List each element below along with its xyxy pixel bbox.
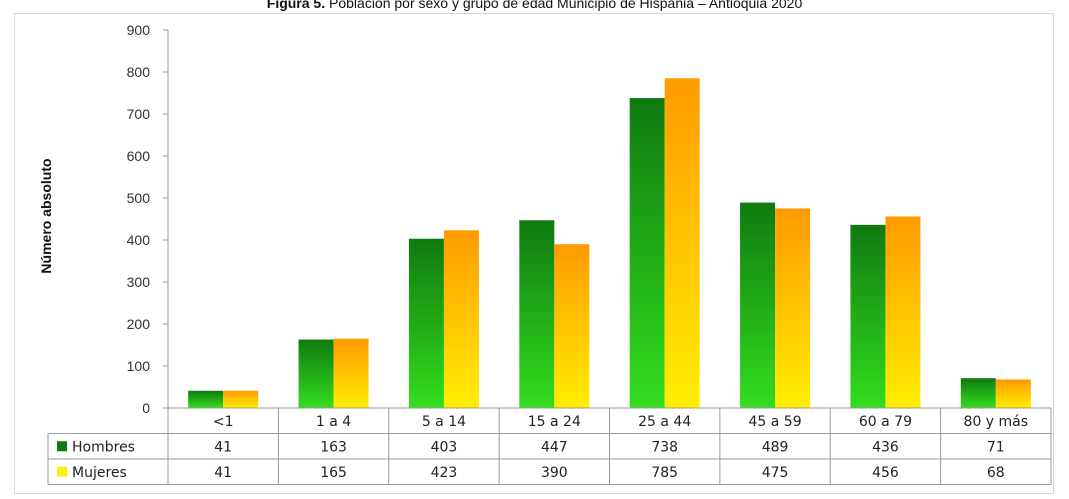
- data-label: 68: [987, 465, 1005, 481]
- bars: [188, 78, 1031, 409]
- y-tick-label: 700: [127, 106, 151, 122]
- bar-hombres-4: [629, 98, 665, 408]
- data-label: 390: [541, 465, 568, 481]
- data-label: 403: [431, 439, 458, 455]
- bar-mujeres-7: [995, 379, 1031, 408]
- data-table: <1 1 a 4 5 a 14 15 a 24 25 a 44 45 a 59 60 a 7…: [47, 407, 1052, 485]
- x-tick-label: 45 a 59: [749, 414, 802, 430]
- bar-mujeres-4: [664, 78, 700, 409]
- data-label: 738: [651, 439, 678, 455]
- y-tick-label: 500: [127, 190, 151, 206]
- data-label: 71: [987, 439, 1005, 455]
- y-tick-label: 100: [127, 358, 151, 374]
- chart-caption: Figura 5. Población por sexo y grupo de …: [0, 0, 1069, 11]
- legend-label-hombres: Hombres: [72, 439, 135, 455]
- bar-mujeres-1: [333, 338, 369, 408]
- x-tick-label: 1 a 4: [316, 414, 351, 430]
- y-axis: 0 100 200 300 400 500 600 700 800 900: [127, 22, 169, 416]
- bar-hombres-6: [850, 224, 886, 408]
- bar-hombres-3: [519, 220, 555, 408]
- x-tick-label: 5 a 14: [422, 414, 466, 430]
- bar-mujeres-2: [443, 230, 479, 408]
- bar-mujeres-5: [775, 208, 811, 408]
- data-label: 489: [762, 439, 789, 455]
- data-label: 436: [872, 439, 899, 455]
- y-tick-label: 200: [127, 316, 151, 332]
- y-axis-label: Número absoluto: [38, 158, 54, 273]
- legend-label-mujeres: Mujeres: [72, 465, 127, 481]
- legend-key-mujeres: [57, 466, 67, 477]
- caption-label: Figura 5.: [266, 0, 326, 11]
- legend-key-hombres: [57, 441, 67, 452]
- y-tick-label: 300: [127, 274, 151, 290]
- y-tick-label: 0: [142, 400, 150, 416]
- y-tick-label: 400: [127, 232, 151, 248]
- x-tick-label: 25 a 44: [638, 414, 691, 430]
- data-label: 41: [214, 439, 232, 455]
- data-label: 163: [320, 439, 347, 455]
- bar-hombres-1: [298, 339, 334, 408]
- data-label: 447: [541, 439, 568, 455]
- data-label: 41: [214, 465, 232, 481]
- caption-text: Población por sexo y grupo de edad Munic…: [325, 0, 803, 11]
- x-tick-label: <1: [213, 414, 234, 430]
- y-tick-label: 900: [127, 22, 151, 38]
- data-label: 456: [872, 465, 899, 481]
- x-tick-label: 15 a 24: [528, 414, 581, 430]
- bar-hombres-5: [740, 202, 776, 408]
- y-tick-label: 600: [127, 148, 151, 164]
- data-label: 423: [431, 465, 458, 481]
- data-label: 475: [762, 465, 789, 481]
- y-tick-label: 800: [127, 64, 151, 80]
- data-label: 165: [320, 465, 347, 481]
- bar-hombres-7: [960, 378, 996, 408]
- x-tick-label: 80 y más: [964, 414, 1029, 430]
- x-tick-label: 60 a 79: [859, 414, 912, 430]
- bar-hombres-0: [188, 390, 224, 408]
- bar-hombres-2: [408, 238, 444, 408]
- data-label: 785: [651, 465, 678, 481]
- chart-frame: [14, 13, 1054, 494]
- bar-mujeres-6: [885, 216, 921, 408]
- bar-mujeres-3: [554, 244, 590, 408]
- bar-mujeres-0: [223, 390, 259, 408]
